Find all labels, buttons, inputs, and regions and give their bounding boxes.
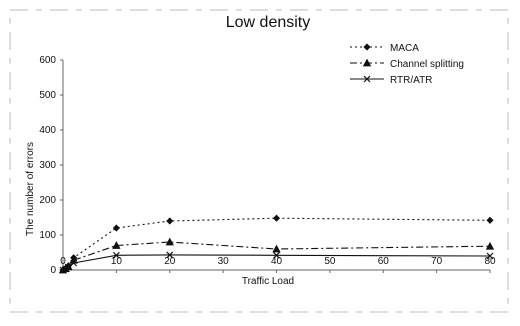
x-tick-label-20: 20 — [164, 256, 176, 267]
x-tick-label-40: 40 — [271, 256, 283, 267]
data-point-channel-splitting-5 — [165, 237, 174, 246]
y-tick-label-0: 0 — [50, 265, 56, 276]
legend-marker-rtr-atr — [363, 75, 371, 83]
legend-marker-channel-splitting — [362, 58, 372, 67]
legend-marker-shape-channel-splitting — [362, 58, 372, 67]
x-tick-label-70: 70 — [431, 256, 443, 267]
data-point-rtr-atr-6 — [273, 251, 280, 259]
x-tick-label-60: 60 — [378, 256, 390, 267]
x-tick-label-50: 50 — [324, 256, 336, 267]
data-point-maca-6 — [272, 214, 281, 222]
x-tick-label-0: 0 — [60, 256, 66, 267]
data-point-rtr-atr-4 — [112, 251, 120, 259]
data-point-rtr-atr-7 — [486, 252, 494, 260]
data-point-maca-4 — [112, 224, 120, 232]
data-point-rtr-atr-2 — [64, 263, 72, 271]
x-tick-label-80: 80 — [484, 256, 496, 267]
plot-area — [58, 214, 495, 274]
y-tick-label-100: 100 — [39, 230, 56, 241]
data-point-channel-splitting-4 — [112, 241, 121, 249]
data-point-rtr-atr-3 — [70, 259, 78, 267]
chart-border — [9, 9, 509, 313]
chart-title: Low density — [226, 14, 311, 31]
y-axis-label: The number of errors — [25, 142, 36, 236]
y-tick-label-200: 200 — [39, 195, 56, 206]
legend-marker-shape-maca — [363, 43, 371, 51]
series-line-maca — [62, 217, 491, 271]
legend-label-channel-splitting: Channel splitting — [390, 59, 464, 70]
data-point-maca-7 — [486, 216, 494, 224]
y-tick-label-500: 500 — [39, 90, 56, 101]
legend-item-maca: MACA — [350, 43, 419, 54]
legend-label-rtr-atr: RTR/ATR — [390, 75, 432, 86]
x-tick-label-30: 30 — [218, 256, 230, 267]
legend-marker-maca — [363, 43, 371, 51]
data-point-maca-5 — [166, 217, 174, 225]
data-point-rtr-atr-5 — [166, 251, 174, 259]
legend-item-rtr-atr: RTR/ATR — [350, 75, 432, 86]
y-tick-label-400: 400 — [39, 125, 56, 136]
data-point-channel-splitting-6 — [272, 244, 281, 253]
legend: MACA Channel splitting RTR/ATR — [350, 43, 464, 86]
x-axis-label: Traffic Load — [242, 276, 294, 287]
legend-item-channel-splitting: Channel splitting — [350, 58, 464, 70]
legend-marker-shape-rtr-atr — [363, 75, 371, 83]
data-point-channel-splitting-7 — [485, 241, 495, 250]
y-tick-label-600: 600 — [39, 55, 56, 66]
x-tick-label-10: 10 — [111, 256, 123, 267]
x-ticks: 0 10 20 30 40 50 60 70 80 — [60, 256, 496, 273]
legend-label-maca: MACA — [390, 43, 419, 54]
y-ticks: 0 100 200 300 400 500 600 — [39, 55, 63, 276]
y-tick-label-300: 300 — [39, 160, 56, 171]
